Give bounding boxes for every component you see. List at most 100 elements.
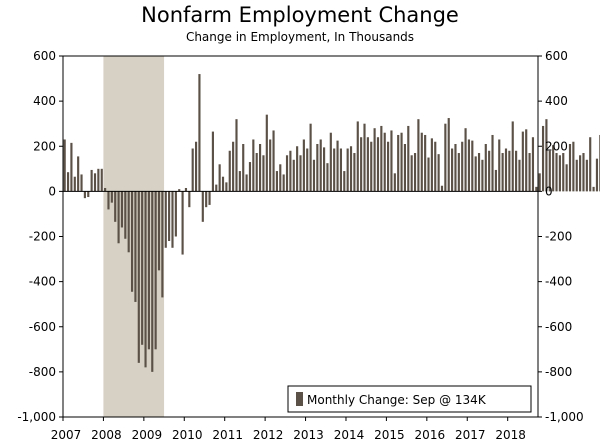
y-tick-label-left: -400	[29, 275, 56, 289]
bar	[225, 182, 228, 192]
bar	[97, 168, 100, 192]
bar	[393, 173, 396, 192]
bar	[248, 162, 252, 192]
bar	[151, 191, 154, 372]
bar	[215, 184, 218, 192]
x-tick-label: 2015	[374, 428, 405, 442]
bar	[467, 139, 471, 192]
bar	[451, 148, 454, 192]
bar	[292, 159, 295, 192]
bar	[397, 134, 400, 192]
bar	[252, 139, 255, 192]
bar	[245, 174, 248, 192]
bar	[343, 171, 346, 192]
bar	[144, 191, 147, 368]
bar	[518, 159, 521, 192]
bar	[312, 159, 316, 192]
y-tick-label-left: -600	[29, 320, 56, 334]
bar	[262, 155, 265, 192]
bar	[198, 74, 201, 192]
bar	[309, 123, 312, 192]
bar	[454, 143, 457, 192]
x-tick-label: 2009	[132, 428, 163, 442]
bar	[323, 147, 326, 192]
y-tick-label-right: -800	[545, 365, 572, 379]
bar	[339, 148, 343, 192]
bar	[558, 155, 561, 192]
x-tick-label: 2014	[334, 428, 365, 442]
bar	[370, 141, 373, 192]
y-tick-label-right: 200	[545, 139, 568, 153]
bar	[161, 191, 164, 298]
bar	[498, 139, 501, 192]
bar	[494, 169, 497, 192]
chart-title: Nonfarm Employment Change	[141, 3, 459, 27]
bar	[302, 139, 305, 192]
bar	[191, 148, 194, 192]
x-tick-label: 2012	[253, 428, 284, 442]
bar	[541, 125, 545, 192]
bar	[410, 155, 413, 192]
bar	[258, 143, 262, 192]
bar	[181, 191, 184, 255]
bar	[501, 153, 504, 192]
bar	[130, 191, 134, 292]
bar	[336, 140, 339, 192]
x-tick-label: 2008	[91, 428, 122, 442]
bar	[545, 119, 548, 192]
bar	[427, 157, 430, 192]
bar	[420, 132, 423, 192]
y-tick-label-left: 600	[33, 49, 56, 63]
bar	[228, 150, 231, 192]
bar	[400, 132, 403, 192]
bar	[383, 132, 386, 192]
bar	[589, 137, 592, 192]
bar	[235, 119, 238, 192]
y-tick-label-right: -400	[545, 275, 572, 289]
bar	[471, 140, 474, 192]
y-tick-label-right: 600	[545, 49, 568, 63]
bar	[87, 191, 90, 198]
bar	[504, 148, 508, 192]
bar	[579, 155, 582, 192]
bar	[595, 158, 599, 192]
bar	[127, 191, 130, 253]
bar	[430, 138, 433, 192]
bar	[77, 156, 80, 192]
bar	[508, 150, 511, 192]
bar	[90, 169, 93, 192]
bar	[238, 171, 241, 192]
bar	[373, 128, 376, 192]
bar	[134, 191, 137, 302]
bar	[178, 189, 181, 192]
y-tick-label-right: 400	[545, 94, 568, 108]
bar	[265, 114, 268, 192]
x-tick-label: 2010	[172, 428, 203, 442]
bar	[360, 137, 363, 192]
bar	[376, 137, 380, 192]
bar	[366, 137, 369, 192]
bar	[194, 141, 198, 192]
y-tick-label-right: -200	[545, 230, 572, 244]
x-tick-label: 2013	[293, 428, 324, 442]
bar	[346, 148, 349, 192]
bar	[299, 155, 302, 192]
bar	[107, 191, 110, 210]
bar	[565, 164, 568, 192]
y-tick-label-left: 0	[48, 184, 56, 198]
bar	[447, 118, 450, 192]
bar	[424, 134, 427, 192]
bar	[168, 191, 171, 242]
bar	[488, 150, 491, 192]
bar	[531, 137, 535, 192]
bar	[279, 164, 282, 192]
bar	[481, 159, 484, 192]
bar	[535, 186, 538, 192]
x-tick-label: 2011	[212, 428, 243, 442]
bar	[110, 191, 113, 203]
bar	[306, 148, 309, 192]
bar	[93, 173, 97, 192]
bar	[319, 139, 322, 192]
bar	[437, 154, 440, 192]
bar	[555, 153, 558, 192]
